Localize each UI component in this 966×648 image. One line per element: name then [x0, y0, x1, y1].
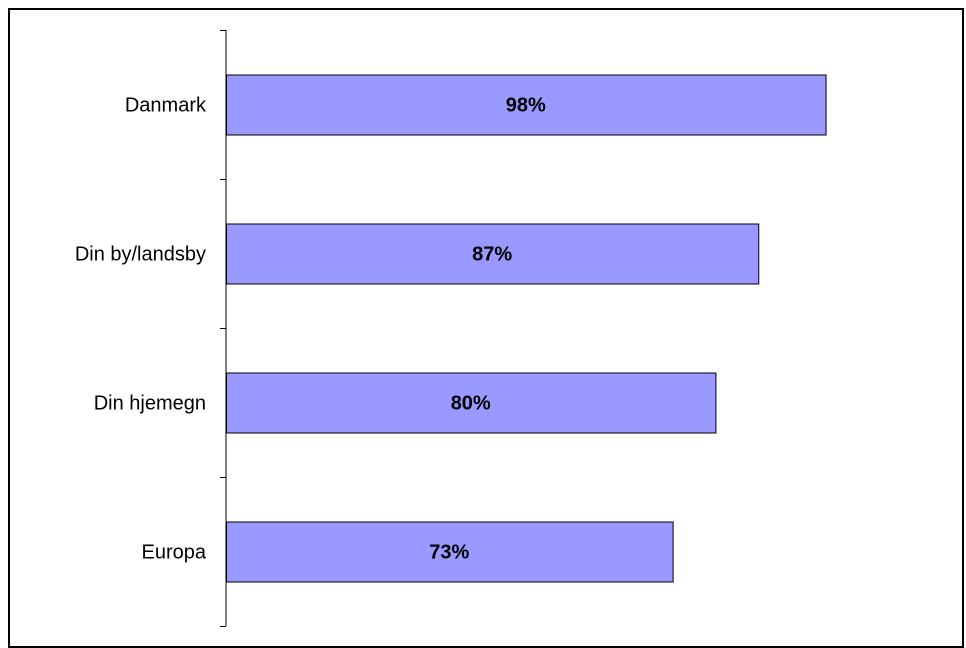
category-label: Europa [142, 542, 207, 564]
labels-layer: Danmark 98% Din by/landsby 87% Din hjemegn 80… [75, 95, 546, 564]
bars-layer [226, 74, 827, 583]
data-label: 98% [506, 95, 546, 117]
category-label: Din hjemegn [94, 393, 206, 415]
data-label: 87% [472, 244, 512, 266]
data-label: 80% [451, 393, 491, 415]
data-label: 73% [429, 542, 469, 564]
axis-layer [220, 30, 227, 627]
bar-din-by-landsby [226, 223, 760, 285]
category-label: Din by/landsby [75, 244, 206, 266]
bar-din-hjemegn [226, 372, 717, 434]
bar-europa [226, 521, 674, 583]
bar-danmark [226, 74, 827, 136]
category-label: Danmark [125, 95, 207, 117]
